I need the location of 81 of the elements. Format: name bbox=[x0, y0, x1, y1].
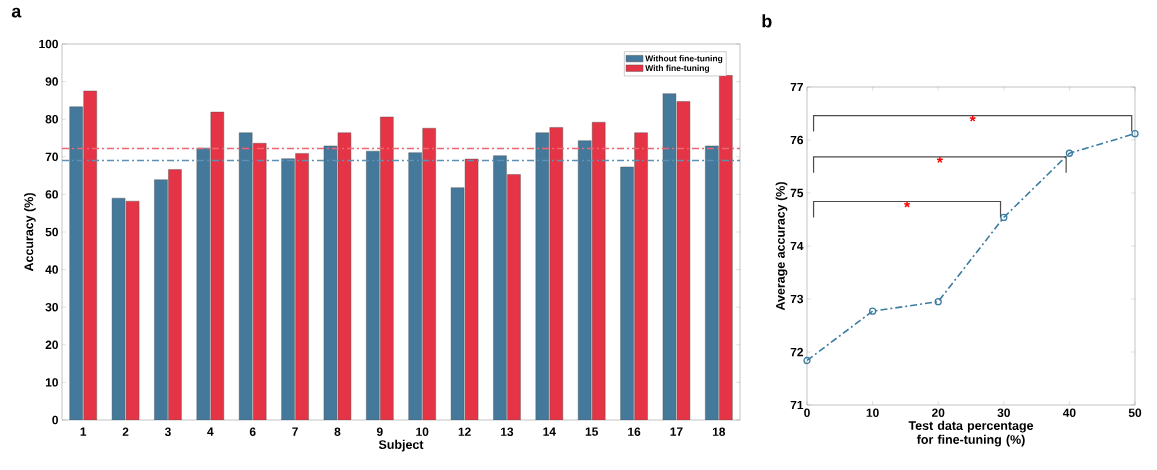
bar bbox=[238, 132, 253, 420]
bar bbox=[620, 166, 634, 420]
y-tick-label: 76 bbox=[790, 135, 804, 145]
x-tick-label: 40 bbox=[1062, 408, 1076, 417]
bar bbox=[705, 145, 719, 420]
x-axis-title: Subject bbox=[378, 439, 424, 452]
annotation: * bbox=[969, 115, 976, 122]
y-tick-label: 70 bbox=[45, 152, 58, 162]
x-tick-label: 8 bbox=[334, 427, 341, 436]
x-tick-label: 7 bbox=[292, 427, 298, 436]
bar bbox=[210, 111, 225, 420]
x-tick-label: 4 bbox=[207, 427, 214, 436]
x-tick-label: 12 bbox=[458, 427, 471, 436]
y-tick-label: 0 bbox=[52, 415, 58, 425]
x-tick-label: 9 bbox=[376, 427, 383, 436]
bar bbox=[69, 106, 83, 420]
bar bbox=[549, 127, 564, 420]
x-tick-label: 15 bbox=[585, 427, 598, 436]
y-tick-label: 80 bbox=[45, 114, 58, 124]
x-tick-label: 16 bbox=[628, 427, 641, 436]
bar bbox=[154, 179, 168, 420]
x-tick-label: 50 bbox=[1128, 408, 1142, 417]
y-tick-label: 100 bbox=[39, 39, 58, 49]
y-tick-label: 74 bbox=[790, 241, 804, 251]
x-tick-label: 18 bbox=[712, 427, 726, 436]
point bbox=[1065, 149, 1074, 157]
bar bbox=[719, 75, 733, 420]
x-tick-label: 2 bbox=[122, 427, 129, 436]
y-tick-label: 77 bbox=[790, 82, 803, 92]
y-tick-label: 50 bbox=[45, 227, 58, 237]
x-tick-label: 10 bbox=[866, 408, 879, 417]
y-tick-label: 40 bbox=[45, 265, 58, 274]
x-tick-label: 13 bbox=[501, 427, 514, 437]
y-tick-label: 73 bbox=[790, 294, 804, 304]
point bbox=[803, 356, 811, 365]
bar bbox=[196, 147, 211, 420]
bar bbox=[408, 152, 422, 420]
bar bbox=[422, 128, 436, 420]
y-tick-label: 90 bbox=[45, 77, 58, 86]
bar bbox=[634, 132, 648, 420]
y-tick-label: 72 bbox=[790, 347, 804, 357]
bar bbox=[578, 140, 592, 420]
chart-title: b bbox=[762, 14, 772, 28]
y-axis-title: Average accuracy (%) bbox=[775, 182, 788, 311]
point bbox=[868, 307, 877, 315]
legend-label: Without fine-tuning bbox=[645, 55, 723, 64]
bar bbox=[83, 90, 97, 420]
y-tick-label: 60 bbox=[45, 190, 58, 199]
x-tick-label: 6 bbox=[249, 427, 256, 436]
legend-label: With fine-tuning bbox=[645, 64, 710, 73]
x-axis-title: Test data percentage for fine-tuning (%) bbox=[908, 420, 1034, 447]
y-tick-label: 30 bbox=[45, 302, 58, 312]
y-tick-label: 71 bbox=[790, 400, 804, 410]
bar bbox=[168, 169, 182, 420]
bar bbox=[380, 116, 394, 420]
annotation: * bbox=[903, 201, 911, 208]
bar bbox=[535, 132, 550, 420]
bar bbox=[493, 155, 507, 420]
y-tick-label: 10 bbox=[45, 378, 58, 387]
bar bbox=[252, 143, 267, 420]
x-tick-label: 0 bbox=[804, 408, 810, 417]
bar bbox=[592, 122, 606, 420]
x-tick-label: 30 bbox=[997, 408, 1010, 418]
y-tick-label: 75 bbox=[790, 188, 804, 198]
x-tick-label: 3 bbox=[164, 427, 171, 437]
annotation: * bbox=[936, 156, 943, 163]
x-tick-label: 20 bbox=[931, 408, 945, 417]
y-tick-label: 20 bbox=[45, 340, 58, 350]
point bbox=[1000, 213, 1008, 222]
y-axis-title: Accuracy (%) bbox=[24, 193, 36, 272]
x-tick-label: 1 bbox=[80, 427, 87, 436]
bar bbox=[366, 150, 380, 420]
point bbox=[1131, 129, 1139, 138]
x-tick-label: 17 bbox=[670, 427, 683, 436]
bar bbox=[507, 174, 521, 420]
x-tick-label: 14 bbox=[543, 427, 556, 436]
bar bbox=[295, 153, 309, 420]
chart-title: a bbox=[11, 7, 22, 18]
point bbox=[934, 298, 942, 306]
bar bbox=[281, 158, 295, 420]
x-tick-label: 10 bbox=[416, 427, 429, 436]
